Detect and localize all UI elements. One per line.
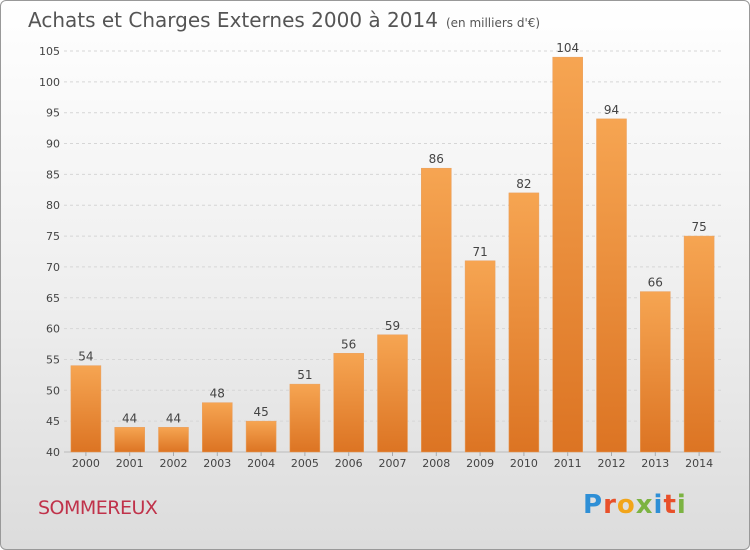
bar-2013: [640, 291, 671, 453]
x-tick-label-2003: 2003: [203, 457, 231, 470]
x-tick-label-2011: 2011: [554, 457, 582, 470]
value-label-2004: 45: [253, 405, 268, 419]
value-label-2000: 54: [78, 350, 93, 364]
chart-title: Achats et Charges Externes 2000 à 2014 (e…: [28, 8, 540, 32]
bar-2005: [289, 383, 321, 453]
bar-2000: [70, 365, 102, 453]
x-tick-label-2004: 2004: [247, 457, 275, 470]
y-tick-label: 45: [46, 415, 60, 428]
value-label-2007: 59: [385, 319, 400, 333]
y-tick-label: 95: [46, 107, 60, 120]
bar-2003: [202, 402, 233, 453]
value-labels: 54 44 44 48 45 51 56 59 86 71 82 104 94 66 75: [78, 41, 706, 425]
chart-title-text: Achats et Charges Externes 2000 à 2014: [28, 8, 438, 32]
value-label-2005: 51: [297, 368, 312, 382]
x-tick-label-2007: 2007: [379, 457, 407, 470]
x-tick-label-2001: 2001: [116, 457, 144, 470]
y-tick-label: 50: [46, 384, 60, 397]
y-axis-ticks: 40 45 50 55 60 65 70 75 80 85 90 95 100 105: [39, 45, 60, 459]
bar-2004: [245, 420, 277, 453]
y-tick-label: 100: [39, 76, 60, 89]
x-tick-label-2002: 2002: [160, 457, 188, 470]
bar-2002: [158, 427, 189, 453]
value-label-2003: 48: [210, 387, 225, 401]
bar-2011: [552, 56, 583, 453]
y-tick-label: 80: [46, 199, 60, 212]
value-label-2013: 66: [648, 276, 663, 290]
x-tick-label-2006: 2006: [335, 457, 363, 470]
bar-2009: [464, 260, 496, 453]
y-tick-label: 65: [46, 292, 60, 305]
value-label-2001: 44: [122, 411, 137, 425]
x-tick-label-2008: 2008: [422, 457, 450, 470]
bar-2010: [508, 192, 540, 453]
y-tick-label: 55: [46, 353, 60, 366]
bar-2014: [683, 235, 715, 453]
bars: [70, 56, 715, 453]
bar-2007: [377, 334, 408, 453]
x-tick-label-2000: 2000: [72, 457, 100, 470]
bar-2006: [333, 353, 364, 453]
bar-2008: [421, 167, 452, 453]
x-axis-ticks: 2000 2001 2002 2003 2004 2005 2006 2007 2008 2009…: [72, 452, 713, 470]
y-tick-label: 75: [46, 230, 60, 243]
value-label-2009: 71: [472, 245, 487, 259]
chart-unit: (en milliers d'€): [445, 16, 541, 30]
y-tick-label: 85: [46, 168, 60, 181]
value-label-2008: 86: [429, 152, 444, 166]
y-tick-label: 60: [46, 323, 60, 336]
proxiti-logo: Proxiti: [583, 490, 687, 520]
y-tick-label: 105: [39, 45, 60, 58]
value-label-2014: 75: [691, 220, 706, 234]
bar-2012: [596, 118, 627, 453]
value-label-2010: 82: [516, 177, 531, 191]
bar-2001: [114, 427, 145, 453]
x-tick-label-2010: 2010: [510, 457, 538, 470]
value-label-2002: 44: [166, 411, 181, 425]
value-label-2006: 56: [341, 337, 356, 351]
y-tick-label: 90: [46, 138, 60, 151]
y-tick-label: 70: [46, 261, 60, 274]
x-tick-label-2014: 2014: [685, 457, 713, 470]
x-tick-label-2012: 2012: [598, 457, 626, 470]
x-tick-label-2013: 2013: [641, 457, 669, 470]
x-tick-label-2009: 2009: [466, 457, 494, 470]
y-tick-label: 40: [46, 446, 60, 459]
value-label-2011: 104: [556, 41, 579, 55]
value-label-2012: 94: [604, 103, 619, 117]
place-name: SOMMEREUX: [38, 497, 158, 519]
x-tick-label-2005: 2005: [291, 457, 319, 470]
